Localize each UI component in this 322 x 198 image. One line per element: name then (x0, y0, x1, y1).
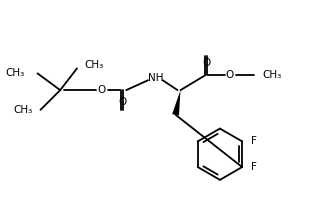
Text: O: O (202, 58, 210, 68)
Text: O: O (118, 97, 127, 107)
Text: F: F (251, 136, 257, 146)
Text: CH₃: CH₃ (5, 68, 25, 78)
Text: CH₃: CH₃ (85, 60, 104, 70)
Text: NH: NH (148, 73, 164, 83)
Text: CH₃: CH₃ (13, 105, 33, 115)
Text: O: O (98, 85, 106, 95)
Polygon shape (172, 90, 181, 115)
Text: F: F (251, 162, 257, 172)
Text: O: O (226, 70, 234, 80)
Text: CH₃: CH₃ (262, 70, 281, 80)
